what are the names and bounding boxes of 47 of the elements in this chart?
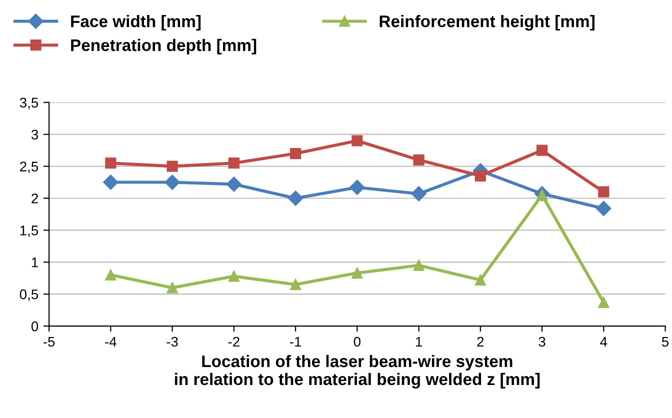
point [352, 267, 363, 279]
x-tick-label: 4 [600, 336, 608, 347]
point [166, 282, 178, 294]
y-tick-label: 2,5 [20, 162, 38, 174]
point [596, 200, 612, 216]
point [228, 158, 240, 169]
x-tick-label: 3 [538, 336, 546, 347]
point [228, 270, 240, 282]
legend-label: Penetration depth [mm] [71, 38, 256, 54]
point [105, 269, 116, 280]
point [166, 160, 178, 172]
y-tick-label: 2 [32, 194, 38, 204]
y-tick-label: 1,5 [20, 226, 38, 238]
x-tick-label: 0 [354, 336, 360, 347]
x-axis-title: Location of the laser beam-wire system in relation to the material being welded z [mm] [174, 354, 540, 389]
x-tick-label: 2 [477, 336, 484, 347]
point [290, 148, 302, 160]
point [598, 296, 610, 308]
x-tick-label: -3 [166, 336, 178, 347]
y-tick-label: 3,5 [20, 98, 38, 110]
y-tick-label: 0 [31, 321, 38, 332]
point [536, 144, 548, 156]
point [288, 190, 304, 206]
x-tick-label: -4 [105, 336, 116, 347]
point [164, 174, 180, 190]
point [105, 158, 116, 169]
y-tick-label: 3 [31, 130, 38, 140]
point [411, 186, 426, 202]
point [352, 135, 363, 146]
point [413, 260, 424, 271]
legend-label: Face width [mm] [71, 15, 201, 31]
x-tick-label: -2 [228, 336, 240, 347]
point [413, 154, 424, 166]
x-tick-label: -5 [44, 336, 55, 347]
point [474, 274, 486, 286]
point [226, 176, 242, 192]
y-tick-label: 0,5 [20, 289, 38, 301]
x-tick-label: 1 [416, 336, 422, 347]
point [103, 174, 118, 190]
point [290, 278, 302, 290]
point [598, 186, 610, 198]
x-tick-label: 5 [662, 336, 669, 347]
x-tick-label: -1 [290, 336, 302, 347]
point [474, 170, 486, 182]
y-tick-label: 1 [32, 258, 38, 268]
legend-label: Reinforcement height [mm] [380, 15, 594, 31]
point [350, 180, 365, 195]
